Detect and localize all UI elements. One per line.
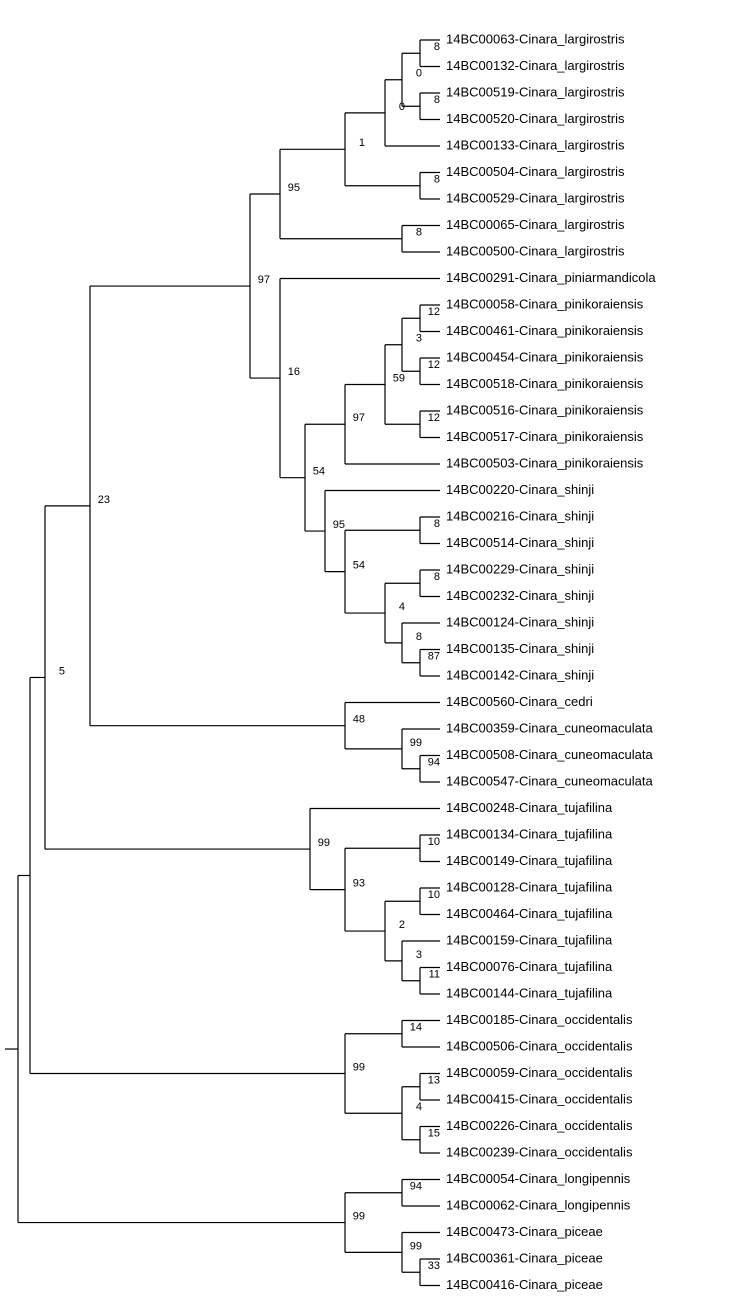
tip-label: 14BC00361-Cinara_piceae	[446, 1250, 603, 1265]
bootstrap-label: 94	[428, 757, 440, 769]
bootstrap-label: 99	[410, 1240, 422, 1252]
tip-label: 14BC00500-Cinara_largirostris	[446, 243, 625, 258]
bootstrap-label: 48	[353, 714, 365, 726]
tip-label: 14BC00248-Cinara_tujafilina	[446, 800, 613, 815]
tip-label: 14BC00519-Cinara_largirostris	[446, 84, 625, 99]
bootstrap-label: 93	[353, 878, 365, 890]
bootstrap-label: 59	[393, 372, 405, 384]
bootstrap-label: 2	[399, 919, 405, 931]
tip-label: 14BC00076-Cinara_tujafilina	[446, 959, 613, 974]
tip-label: 14BC00415-Cinara_occidentalis	[446, 1091, 633, 1106]
phylogenetic-tree: 5239795100814BC00063-Cinara_largirostris…	[0, 0, 741, 1298]
tip-label: 14BC00135-Cinara_shinji	[446, 641, 594, 656]
tip-label: 14BC00473-Cinara_piceae	[446, 1224, 603, 1239]
tip-label: 14BC00232-Cinara_shinji	[446, 588, 594, 603]
bootstrap-label: 95	[333, 519, 345, 531]
bootstrap-label: 13	[428, 1075, 440, 1087]
bootstrap-label: 3	[416, 333, 422, 345]
tip-label: 14BC00124-Cinara_shinji	[446, 614, 594, 629]
tip-label: 14BC00454-Cinara_pinikoraiensis	[446, 349, 644, 364]
tip-label: 14BC00133-Cinara_largirostris	[446, 137, 625, 152]
bootstrap-label: 8	[434, 41, 440, 53]
bootstrap-label: 99	[353, 1061, 365, 1073]
tip-label: 14BC00220-Cinara_shinji	[446, 482, 594, 497]
tip-label: 14BC00185-Cinara_occidentalis	[446, 1012, 633, 1027]
bootstrap-label: 99	[318, 837, 330, 849]
tip-label: 14BC00132-Cinara_largirostris	[446, 58, 625, 73]
bootstrap-label: 10	[428, 836, 440, 848]
tip-label: 14BC00514-Cinara_shinji	[446, 535, 594, 550]
bootstrap-label: 97	[353, 412, 365, 424]
tip-label: 14BC00216-Cinara_shinji	[446, 508, 594, 523]
bootstrap-label: 8	[416, 227, 422, 239]
tip-label: 14BC00508-Cinara_cuneomaculata	[446, 747, 653, 762]
bootstrap-label: 95	[288, 182, 300, 194]
tip-label: 14BC00239-Cinara_occidentalis	[446, 1144, 633, 1159]
bootstrap-label: 8	[434, 94, 440, 106]
tip-label: 14BC00059-Cinara_occidentalis	[446, 1065, 633, 1080]
tip-label: 14BC00517-Cinara_pinikoraiensis	[446, 429, 644, 444]
tip-label: 14BC00516-Cinara_pinikoraiensis	[446, 402, 644, 417]
tip-label: 14BC00506-Cinara_occidentalis	[446, 1038, 633, 1053]
tip-label: 14BC00461-Cinara_pinikoraiensis	[446, 323, 644, 338]
tip-label: 14BC00144-Cinara_tujafilina	[446, 985, 613, 1000]
tip-label: 14BC00128-Cinara_tujafilina	[446, 879, 613, 894]
tip-label: 14BC00229-Cinara_shinji	[446, 561, 594, 576]
tip-label: 14BC00065-Cinara_largirostris	[446, 217, 625, 232]
tip-label: 14BC00464-Cinara_tujafilina	[446, 906, 613, 921]
bootstrap-label: 4	[416, 1101, 422, 1113]
tip-label: 14BC00529-Cinara_largirostris	[446, 190, 625, 205]
tip-label: 14BC00149-Cinara_tujafilina	[446, 853, 613, 868]
tip-label: 14BC00547-Cinara_cuneomaculata	[446, 773, 653, 788]
bootstrap-label: 54	[353, 560, 365, 572]
tip-label: 14BC00134-Cinara_tujafilina	[446, 826, 613, 841]
tip-label: 14BC00560-Cinara_cedri	[446, 694, 593, 709]
bootstrap-label: 12	[428, 306, 440, 318]
bootstrap-label: 23	[98, 494, 110, 506]
bootstrap-label: 97	[258, 274, 270, 286]
bootstrap-label: 16	[288, 366, 300, 378]
bootstrap-label: 54	[313, 466, 325, 478]
tip-label: 14BC00503-Cinara_pinikoraiensis	[446, 455, 644, 470]
bootstrap-label: 14	[410, 1022, 422, 1034]
bootstrap-label: 94	[410, 1181, 422, 1193]
bootstrap-label: 8	[434, 518, 440, 530]
bootstrap-label: 12	[428, 412, 440, 424]
bootstrap-label: 3	[416, 949, 422, 961]
tip-label: 14BC00226-Cinara_occidentalis	[446, 1118, 633, 1133]
tip-label: 14BC00058-Cinara_pinikoraiensis	[446, 296, 644, 311]
bootstrap-label: 8	[434, 174, 440, 186]
bootstrap-label: 0	[416, 68, 422, 80]
bootstrap-label: 8	[434, 571, 440, 583]
bootstrap-label: 1	[359, 137, 365, 149]
tip-label: 14BC00063-Cinara_largirostris	[446, 31, 625, 46]
tip-label: 14BC00504-Cinara_largirostris	[446, 164, 625, 179]
tip-label: 14BC00142-Cinara_shinji	[446, 667, 594, 682]
bootstrap-label: 87	[428, 651, 440, 663]
bootstrap-label: 11	[429, 969, 440, 981]
bootstrap-label: 12	[428, 359, 440, 371]
bootstrap-label: 33	[428, 1260, 440, 1272]
bootstrap-label: 15	[428, 1128, 440, 1140]
tip-label: 14BC00062-Cinara_longipennis	[446, 1197, 631, 1212]
tip-label: 14BC00359-Cinara_cuneomaculata	[446, 720, 653, 735]
bootstrap-label: 99	[410, 737, 422, 749]
bootstrap-label: 8	[416, 631, 422, 643]
tip-label: 14BC00054-Cinara_longipennis	[446, 1171, 631, 1186]
tip-label: 14BC00416-Cinara_piceae	[446, 1277, 603, 1292]
bootstrap-label: 4	[399, 601, 405, 613]
bootstrap-label: 10	[428, 889, 440, 901]
tip-label: 14BC00159-Cinara_tujafilina	[446, 932, 613, 947]
bootstrap-label: 99	[353, 1210, 365, 1222]
tip-label: 14BC00520-Cinara_largirostris	[446, 111, 625, 126]
tip-label: 14BC00291-Cinara_piniarmandicola	[446, 270, 656, 285]
bootstrap-label: 5	[59, 665, 65, 677]
tip-label: 14BC00518-Cinara_pinikoraiensis	[446, 376, 644, 391]
